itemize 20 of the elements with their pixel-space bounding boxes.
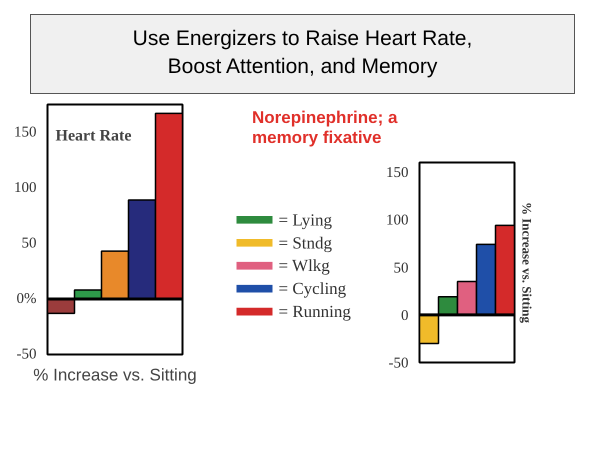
legend-label: = Running [278, 302, 352, 322]
y-tick-label: 0% [16, 290, 37, 307]
text: Heart Rate [56, 128, 132, 144]
y-tick-label: -50 [16, 346, 37, 362]
x-axis-title: % Increase vs. Sitting [33, 366, 197, 384]
y-tick-label: 150 [386, 165, 408, 182]
chart-title: Norepinephrine; a memory fixative [252, 108, 398, 148]
y-tick-label: 50 [22, 235, 36, 252]
legend-label: = Cycling [278, 279, 347, 298]
legend-label: = Wlkg [278, 256, 330, 276]
y-tick-label: 100 [386, 212, 408, 229]
legend-label: = Lying [278, 210, 333, 230]
y-tick-label: 150 [14, 124, 36, 140]
y-tick-label: 100 [14, 180, 36, 196]
legend-label: = Stndg [278, 233, 333, 252]
text: Use Energizers to Raise Heart Rate, Boost Attention, and Memory [132, 26, 474, 80]
y-tick-label: 0 [401, 308, 408, 324]
y-tick-label: 50 [394, 260, 408, 276]
y-axis-title: % Increase vs. Sitting [520, 202, 534, 324]
y-tick-label: -50 [388, 356, 409, 372]
